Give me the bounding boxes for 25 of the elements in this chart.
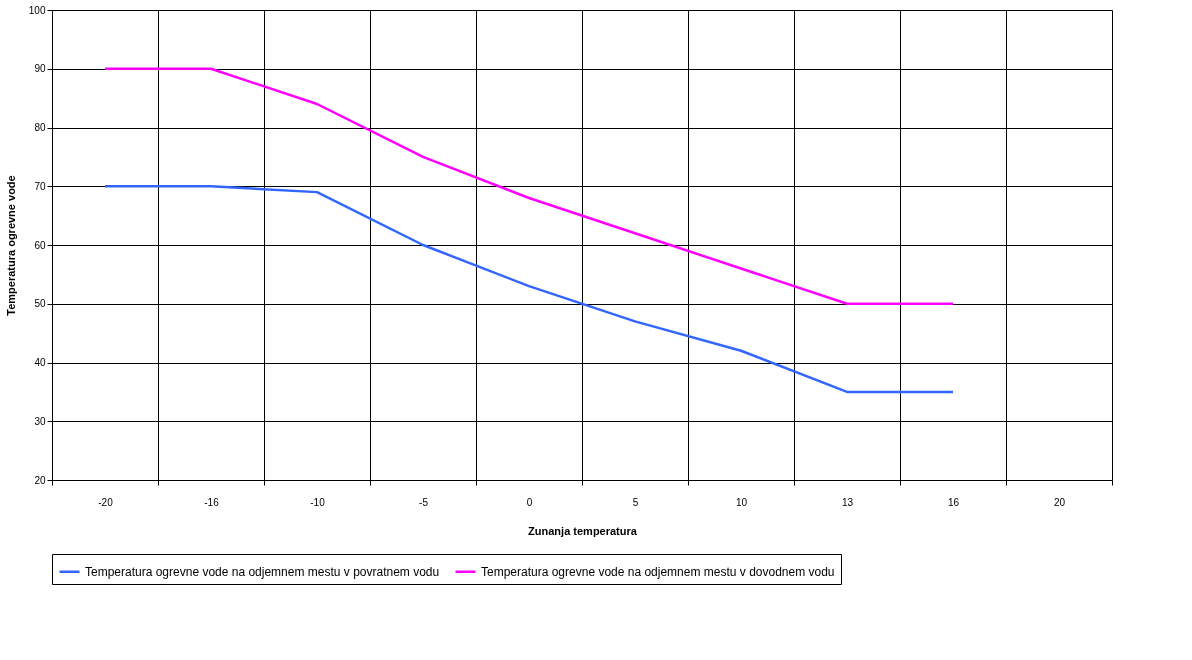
x-tick-label: 20 [1053,496,1066,508]
x-tick-label: -20 [98,496,114,508]
y-tick-label: 40 [34,357,46,368]
x-axis-title: Zunanja temperatura [528,524,638,537]
x-tick-label: 5 [632,496,639,508]
y-tick-label: 90 [34,63,46,75]
y-tick-label: 100 [28,4,46,16]
x-tick-label: -10 [310,496,326,508]
y-tick-label: 70 [34,180,46,192]
legend-label: Temperatura ogrevne vode na odjemnem mestu v povratnem vodu [85,564,440,579]
y-axis-title: Temperatura ogrevne vode [4,175,17,316]
x-tick-label: -5 [419,496,429,508]
x-tick-label: 10 [735,496,748,508]
y-tick-label: 30 [34,415,46,427]
x-tick-label: 13 [841,496,854,508]
x-tick-label: 0 [526,496,533,508]
y-tick-label: 80 [34,122,46,133]
y-tick-label: 60 [34,239,46,251]
legend-label: Temperatura ogrevne vode na odjemnem mestu v dovodnem vodu [481,564,835,579]
x-tick-label: -16 [204,496,220,508]
line-series [103,67,955,305]
y-tick-label: 50 [34,298,46,310]
line-series [103,185,955,394]
x-tick-label: 16 [947,496,960,508]
y-tick-label: 20 [34,474,46,486]
